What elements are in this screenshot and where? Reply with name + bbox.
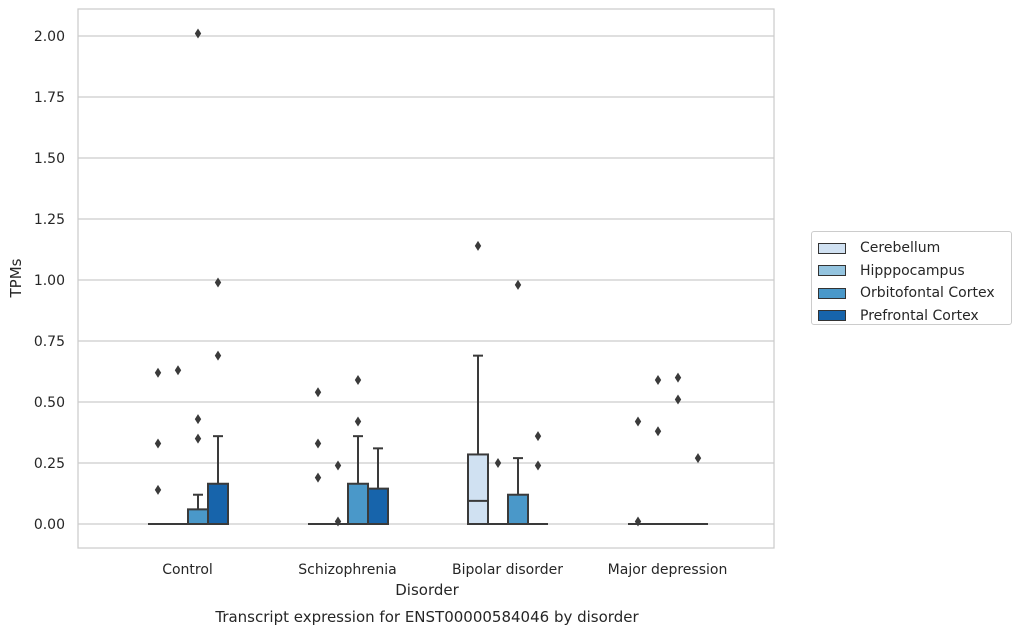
x-tick-label: Schizophrenia xyxy=(298,562,396,578)
flier-point xyxy=(354,375,362,386)
legend-swatch-hippocampus xyxy=(818,265,846,277)
legend-label-prefrontal-cortex: Prefrontal Cortex xyxy=(860,307,979,324)
y-tick-label: 0.75 xyxy=(34,334,65,350)
gridlines xyxy=(78,35,774,525)
box-1-0 xyxy=(168,365,188,525)
plot-area-frame xyxy=(77,8,775,549)
flier-point xyxy=(654,375,662,386)
x-tick-label: Control xyxy=(162,562,213,578)
legend-swatch-orbitofrontal-cortex xyxy=(818,287,846,299)
box-2-0 xyxy=(187,28,209,525)
y-axis-ticks: 0.00 0.25 0.50 0.75 1.00 1.25 1.50 1.75 2.00 xyxy=(34,29,65,533)
box-3-3 xyxy=(688,453,708,525)
flier-point xyxy=(214,350,222,361)
legend-swatch-cerebellum xyxy=(818,242,846,254)
x-tick-label: Major depression xyxy=(608,562,728,578)
flier-point xyxy=(494,458,502,468)
box-iqr xyxy=(187,508,209,525)
y-tick-label: 1.75 xyxy=(34,90,65,106)
box-iqr xyxy=(367,487,389,525)
flier-point xyxy=(194,414,202,425)
y-axis-label: TPMs xyxy=(7,258,25,298)
flier-point xyxy=(654,426,662,437)
box-0-3 xyxy=(628,416,648,527)
y-tick-label: 0.50 xyxy=(34,395,65,411)
flier-point xyxy=(634,416,642,427)
flier-point xyxy=(334,460,342,471)
flier-point xyxy=(194,28,202,39)
flier-point xyxy=(314,472,322,483)
flier-point xyxy=(314,387,322,398)
box-iqr xyxy=(207,482,229,525)
legend-label-cerebellum: Cerebellum xyxy=(860,240,941,257)
box-1-3 xyxy=(648,375,668,525)
box-3-1 xyxy=(367,447,389,525)
flier-point xyxy=(474,240,482,251)
flier-point xyxy=(214,277,222,288)
flier-point xyxy=(334,516,342,527)
flier-point xyxy=(674,372,682,383)
box-iqr xyxy=(507,493,529,526)
y-tick-label: 2.00 xyxy=(34,29,65,45)
legend-label-orbitofrontal-cortex: Orbitofontal Cortex xyxy=(860,285,995,302)
box-2-1 xyxy=(347,375,369,525)
flier-point xyxy=(194,433,202,444)
y-tick-label: 1.50 xyxy=(34,151,65,167)
box-iqr xyxy=(347,482,369,525)
box-0-0 xyxy=(148,367,168,525)
box-1-1 xyxy=(328,460,348,527)
box-3-2 xyxy=(528,431,548,525)
legend-swatch-prefrontal-cortex xyxy=(818,310,846,322)
chart-caption: Transcript expression for ENST0000058404… xyxy=(214,608,639,626)
flier-point xyxy=(514,279,522,290)
flier-point xyxy=(354,416,362,427)
legend-item-prefrontal-cortex: Prefrontal Cortex xyxy=(818,305,1011,328)
box-0-2 xyxy=(467,240,489,525)
legend: Cerebellum Hipppocampus Orbitofontal Cor… xyxy=(811,231,1012,325)
x-axis-label: Disorder xyxy=(395,581,459,599)
y-tick-label: 0.00 xyxy=(34,517,65,533)
boxes xyxy=(148,28,708,527)
flier-point xyxy=(674,394,682,405)
flier-point xyxy=(534,460,542,471)
flier-point xyxy=(314,438,322,449)
box-1-2 xyxy=(488,458,508,525)
y-tick-label: 0.25 xyxy=(34,456,65,472)
box-2-2 xyxy=(507,279,529,526)
legend-item-cerebellum: Cerebellum xyxy=(818,237,1011,260)
box-2-3 xyxy=(668,372,688,525)
x-axis-ticks: Control Schizophrenia Bipolar disorder Majo… xyxy=(162,562,727,578)
flier-point xyxy=(694,453,702,464)
legend-item-orbitofrontal-cortex: Orbitofontal Cortex xyxy=(818,282,1011,305)
x-tick-label: Bipolar disorder xyxy=(452,562,563,578)
box-3-0 xyxy=(207,277,229,525)
y-tick-label: 1.25 xyxy=(34,212,65,228)
box-iqr xyxy=(467,453,489,525)
flier-point xyxy=(154,438,162,449)
flier-point xyxy=(634,516,642,527)
flier-point xyxy=(534,431,542,442)
flier-point xyxy=(154,367,162,378)
legend-item-hippocampus: Hipppocampus xyxy=(818,260,1011,283)
flier-point xyxy=(154,484,162,495)
legend-label-hippocampus: Hipppocampus xyxy=(860,262,965,279)
box-0-1 xyxy=(308,387,328,525)
y-tick-label: 1.00 xyxy=(34,273,65,289)
flier-point xyxy=(174,365,182,376)
